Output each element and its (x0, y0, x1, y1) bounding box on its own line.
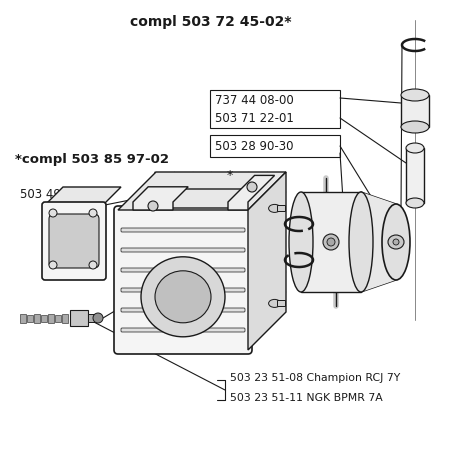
Text: *: * (227, 168, 233, 181)
Ellipse shape (269, 204, 281, 212)
Text: 503 23 51-08 Champion RCJ 7Y: 503 23 51-08 Champion RCJ 7Y (230, 373, 400, 383)
Bar (62, 314, 68, 323)
Text: 503 28 90-30: 503 28 90-30 (215, 140, 293, 153)
Ellipse shape (289, 192, 313, 292)
Ellipse shape (49, 209, 57, 217)
Bar (210, 135, 340, 157)
Bar (277, 301, 284, 306)
Polygon shape (118, 172, 286, 210)
Text: ARIPartStream™: ARIPartStream™ (182, 230, 257, 239)
Ellipse shape (269, 299, 281, 307)
FancyBboxPatch shape (121, 288, 245, 292)
Polygon shape (133, 187, 188, 210)
Text: 737 44 08-00: 737 44 08-00 (215, 94, 294, 107)
Ellipse shape (93, 313, 103, 323)
Bar (20, 314, 26, 323)
Bar (277, 205, 284, 212)
Ellipse shape (349, 192, 373, 292)
Bar (70, 310, 88, 326)
Ellipse shape (148, 201, 158, 211)
Ellipse shape (155, 271, 211, 323)
Polygon shape (228, 176, 274, 210)
Polygon shape (148, 189, 257, 208)
FancyBboxPatch shape (42, 202, 106, 280)
Ellipse shape (401, 89, 429, 101)
Bar (41, 315, 47, 322)
Ellipse shape (406, 143, 424, 153)
Bar (55, 315, 61, 322)
Polygon shape (361, 192, 396, 292)
FancyBboxPatch shape (114, 206, 252, 354)
Ellipse shape (393, 239, 399, 245)
FancyBboxPatch shape (121, 308, 245, 312)
Ellipse shape (49, 261, 57, 269)
Ellipse shape (382, 204, 410, 280)
Ellipse shape (327, 238, 335, 246)
Bar (34, 314, 40, 323)
Bar (401, 95, 429, 127)
Ellipse shape (406, 198, 424, 208)
Bar (210, 90, 340, 128)
Polygon shape (248, 172, 286, 350)
Ellipse shape (388, 235, 404, 249)
Bar (88, 314, 98, 322)
Ellipse shape (141, 257, 225, 337)
Ellipse shape (89, 209, 97, 217)
Text: *compl 503 85 97-02: *compl 503 85 97-02 (15, 153, 169, 166)
FancyBboxPatch shape (49, 214, 99, 268)
Bar (27, 315, 33, 322)
FancyBboxPatch shape (121, 248, 245, 252)
Text: 503 49 21-02: 503 49 21-02 (20, 189, 99, 202)
FancyBboxPatch shape (121, 328, 245, 332)
Bar (301, 192, 361, 292)
Text: compl 503 72 45-02*: compl 503 72 45-02* (130, 15, 292, 29)
FancyBboxPatch shape (121, 268, 245, 272)
Ellipse shape (89, 261, 97, 269)
Polygon shape (45, 187, 121, 205)
Ellipse shape (323, 234, 339, 250)
Text: 503 71 22-01: 503 71 22-01 (215, 112, 294, 125)
Text: 503 23 51-11 NGK BPMR 7A: 503 23 51-11 NGK BPMR 7A (230, 393, 383, 403)
Bar (406, 148, 424, 203)
Ellipse shape (247, 182, 257, 192)
Bar (48, 314, 54, 323)
Ellipse shape (401, 121, 429, 133)
FancyBboxPatch shape (121, 228, 245, 232)
